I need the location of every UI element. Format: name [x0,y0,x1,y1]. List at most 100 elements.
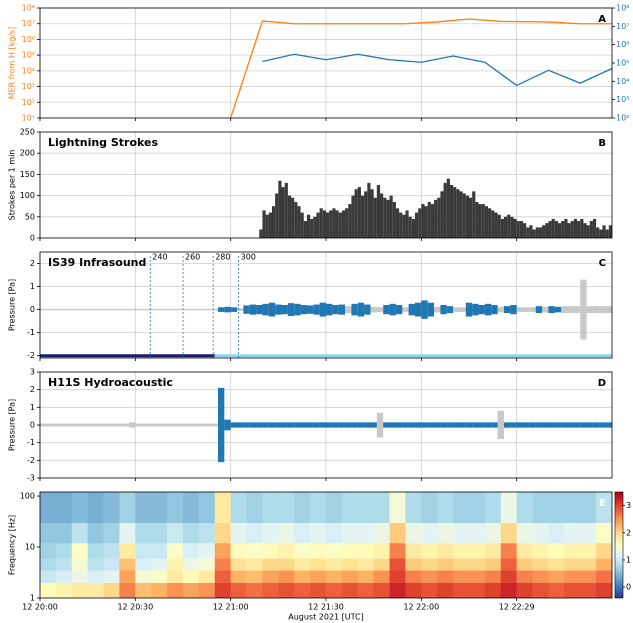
waveform-envelope [332,305,339,315]
heatmap-cell [580,522,597,544]
y2-tick-label: 10⁵ [616,59,629,68]
bar [405,210,409,238]
heatmap-cell [71,558,88,571]
waveform-envelope [211,308,218,311]
bar [291,197,295,238]
heatmap-cell [532,492,549,523]
waveform-envelope [122,308,129,311]
bar [335,210,339,238]
bar [577,221,581,238]
heatmap-cell [294,542,311,559]
heatmap-cell [469,542,486,559]
waveform-envelope [198,423,206,427]
heatmap-cell [246,570,263,583]
y-tick-label: 10¹ [22,114,35,123]
x-tick-label: 12 22:29 [499,603,535,612]
y-axis-label: Pressure [Pa] [8,399,17,451]
bar [275,193,279,238]
waveform-envelope [567,422,574,428]
bar [580,218,584,238]
y2-tick-label: 10⁴ [616,77,629,86]
bar [367,182,371,238]
heatmap-cell [516,582,533,598]
heatmap-cell [516,570,533,583]
waveform-envelope [281,422,288,428]
bar [465,195,469,238]
heatmap-cell [214,582,231,598]
bar [434,199,438,238]
waveform-envelope [357,302,365,317]
waveform-envelope [224,306,231,313]
bar [548,221,552,238]
y-tick-label: 200 [20,149,35,158]
waveform-envelope [529,422,536,428]
heatmap-cell [278,542,295,559]
heatmap-cell [389,542,406,559]
waveform-envelope [573,422,581,428]
waveform-envelope [414,422,422,428]
waveform-envelope [141,308,149,311]
bar [414,212,419,238]
bar [449,185,454,238]
bar [516,221,520,238]
heatmap-cell [151,558,168,571]
waveform-envelope [554,422,562,428]
bar [545,223,549,238]
heatmap-cell [596,522,612,544]
bar [376,185,381,238]
waveform-envelope [592,306,600,314]
heatmap-cell [469,582,486,598]
heatmap-cell [262,492,279,523]
heatmap-cell [40,558,57,571]
heatmap-cell [262,522,279,544]
y-tick-label: 10⁴ [22,66,35,75]
heatmap-cell [214,558,231,571]
colorbar-tick-label: 3 [626,501,631,510]
waveform-envelope [192,423,199,427]
bar [488,208,492,238]
y2-tick-label: 10⁷ [616,22,629,31]
heatmap-cell [119,558,136,571]
y-axis-label: Strokes per 1 min [8,150,17,221]
bar [303,221,307,238]
waveform-envelope [434,306,441,313]
waveform-envelope [440,305,447,315]
waveform-envelope [567,306,574,314]
waveform-envelope [338,304,346,315]
heatmap-cell [453,570,470,583]
heatmap-cell [500,522,517,544]
waveform-envelope [217,387,225,463]
waveform-envelope [580,279,587,340]
waveform-envelope [300,305,307,315]
waveform-envelope [580,422,587,428]
heatmap-cell [453,542,470,559]
heatmap-cell [500,582,517,598]
waveform-envelope [370,422,377,428]
waveform-envelope [313,422,320,428]
y-tick-label: 1 [30,594,35,603]
heatmap-cell [214,542,231,559]
waveform-envelope [103,423,110,427]
waveform-envelope [453,307,460,312]
heatmap-cell [596,570,612,583]
heatmap-cell [151,570,168,583]
heatmap-cell [532,522,549,544]
heatmap-cell [405,542,422,559]
panel-title: Lightning Strokes [48,136,159,149]
heatmap-cell [230,570,247,583]
waveform-envelope [478,305,485,315]
heatmap-cell [246,582,263,598]
annotation-label: 240 [152,253,167,262]
waveform-envelope [364,304,371,315]
waveform-envelope [90,423,98,427]
waveform-envelope [281,305,288,315]
heatmap-cell [278,522,295,544]
heatmap-cell [421,558,438,571]
heatmap-cell [230,522,247,544]
waveform-envelope [516,307,524,312]
heatmap-cell [87,492,104,523]
waveform-envelope [383,422,390,428]
heatmap-cell [40,542,57,559]
heatmap-cell [71,522,88,544]
waveform-envelope [287,303,295,317]
